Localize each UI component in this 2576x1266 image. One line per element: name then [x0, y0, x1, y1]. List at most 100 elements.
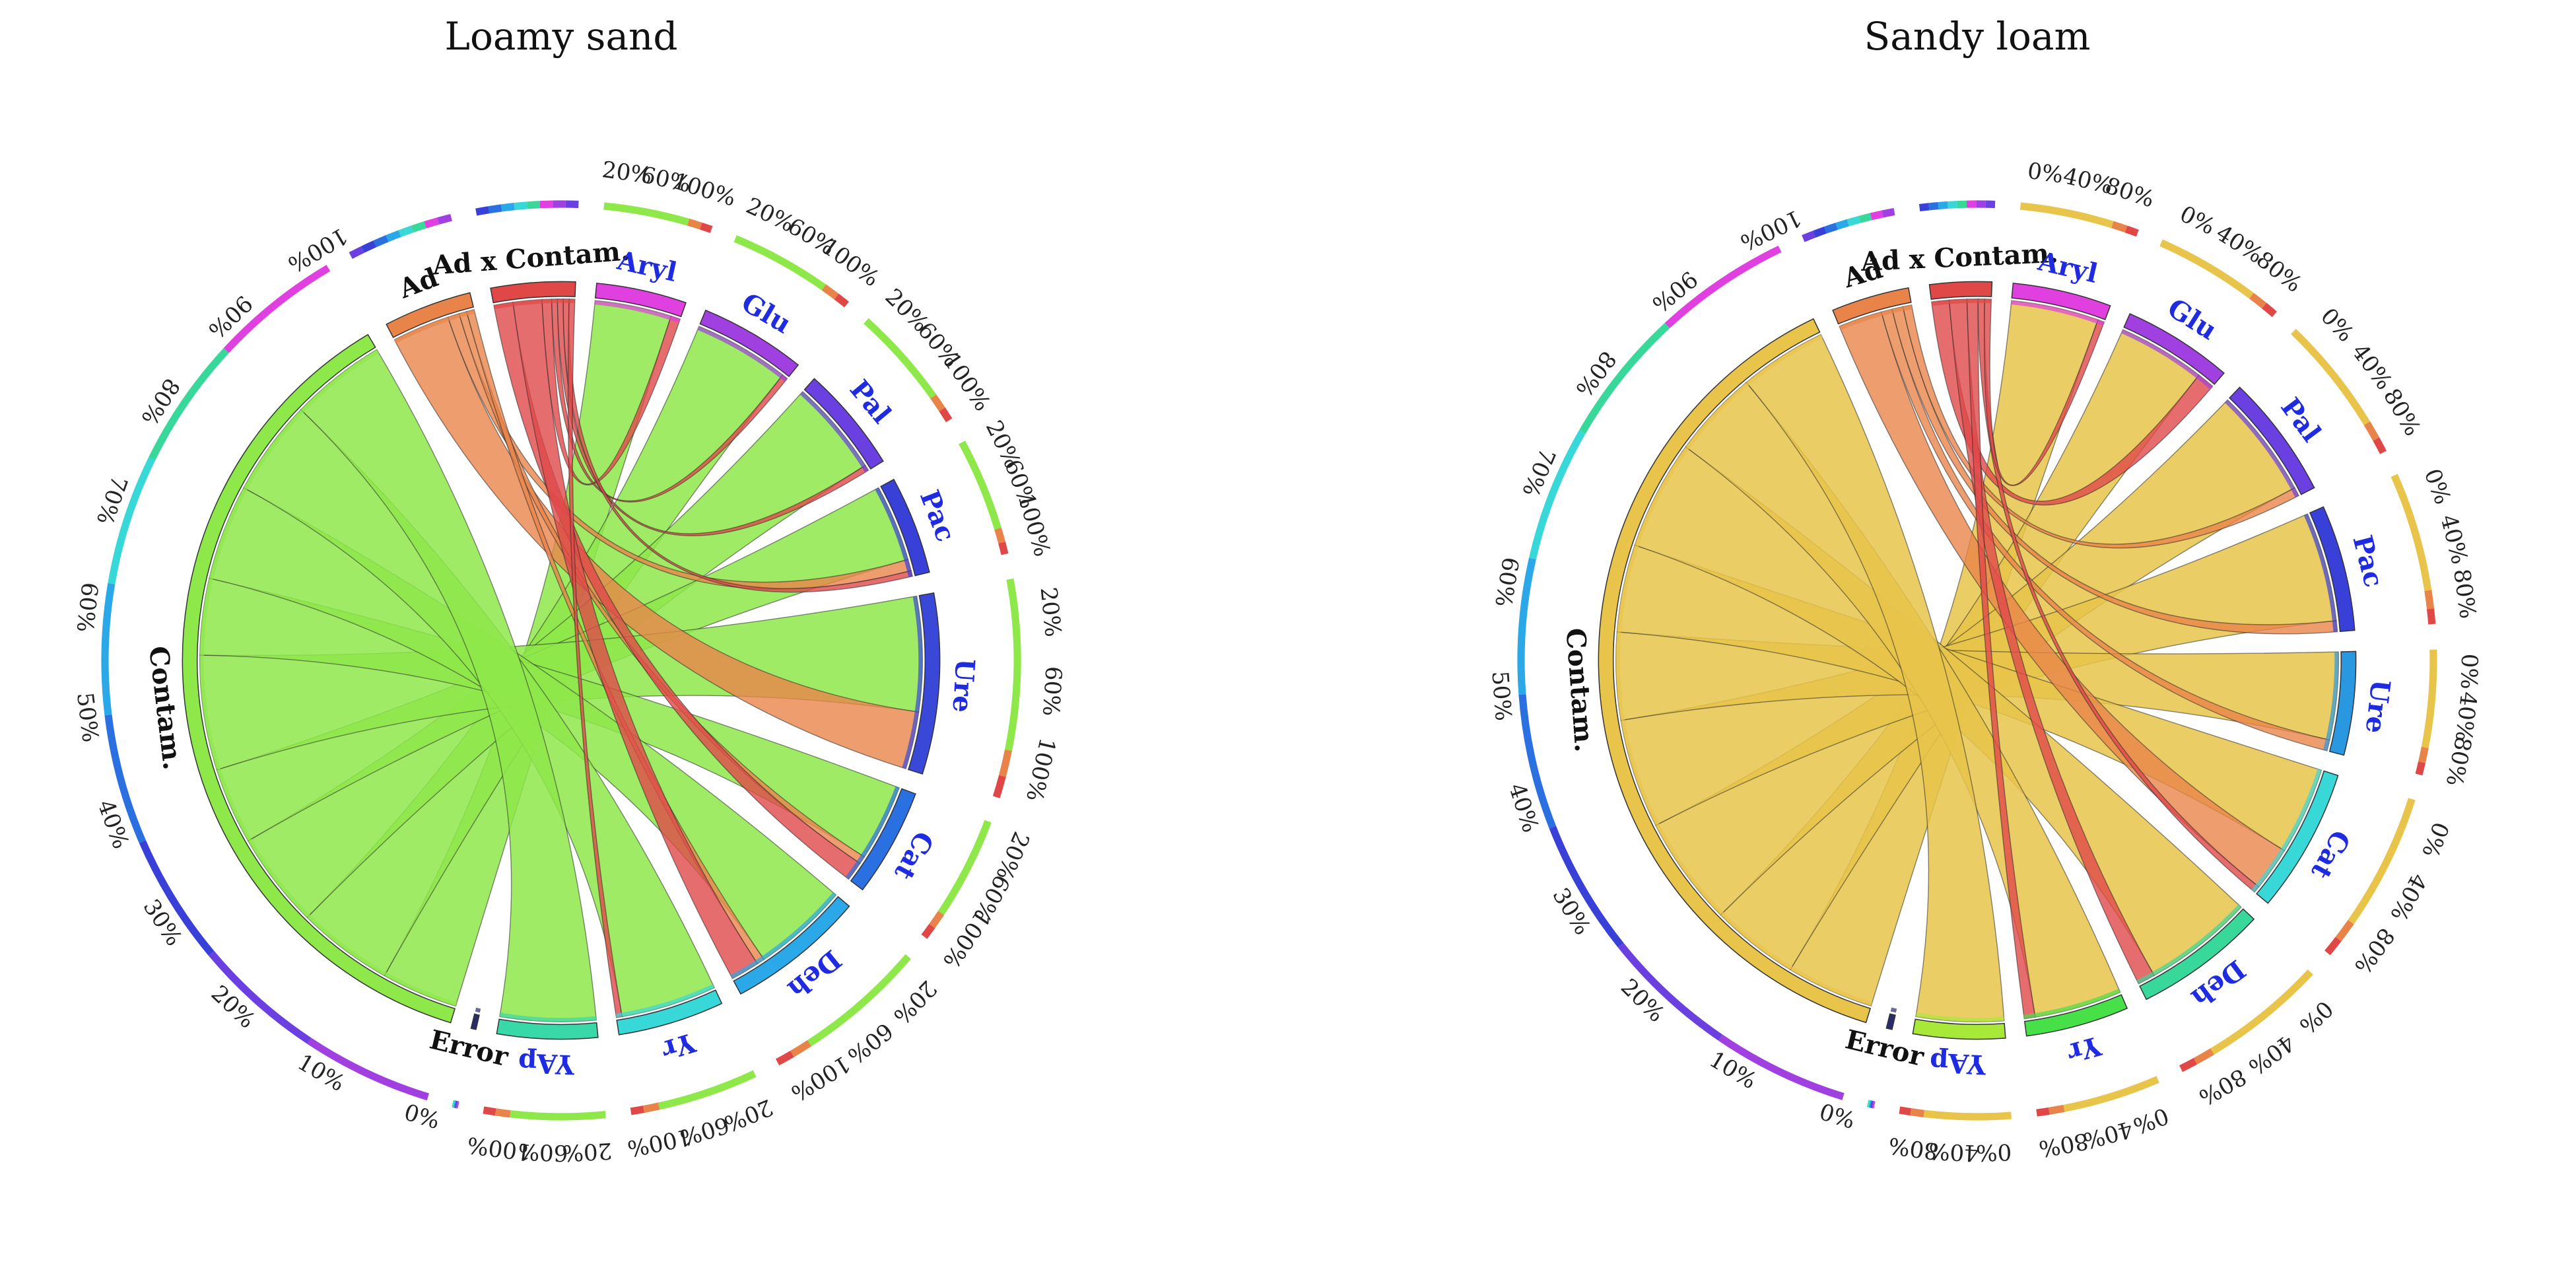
track-segment: [1718, 1034, 1845, 1100]
target-tick-label-pac: 80%: [2448, 567, 2481, 620]
sector-arc-cat: [850, 788, 916, 891]
source-tick-label: 100%: [1736, 204, 1806, 256]
sector-rail-glu: [697, 326, 788, 382]
sector-arc-yap: [1912, 1018, 2006, 1040]
sector-label-yap: YAp: [518, 1047, 576, 1080]
track-segment-adxc: [2262, 302, 2277, 318]
track-segment-ad: [821, 284, 839, 300]
target-tick-label-yap: 80%: [1887, 1132, 1940, 1164]
sector-track-aryl: [603, 202, 713, 233]
sector-rail-glu: [2121, 330, 2213, 390]
sector-rail-ad: [394, 309, 475, 343]
sector-rail-yr: [615, 984, 715, 1018]
sector-label-contam: Contam.: [1560, 627, 1600, 753]
track-segment-contam: [1005, 578, 1021, 752]
sector-rail-cat: [845, 786, 900, 880]
track-segment: [527, 201, 541, 209]
track-segment-adxc: [2415, 761, 2425, 776]
target-tick-label-yap: 60%: [518, 1138, 568, 1166]
sector-arc-yap: [496, 1018, 599, 1040]
track-segment-adxc: [2036, 1107, 2050, 1117]
track-segment: [457, 1101, 459, 1109]
ribbon-ad-x-contam-to-cat: [1977, 298, 2260, 893]
source-tick-label: 100%: [283, 222, 352, 277]
sector-arc-ure: [908, 592, 941, 775]
track-segment: [475, 206, 490, 216]
source-tick-label: 30%: [138, 895, 187, 951]
track-segment: [456, 1101, 459, 1109]
track-segment-contam: [2348, 798, 2416, 925]
track-segment: [223, 264, 331, 353]
sector-arc-error: [1885, 1013, 1896, 1030]
track-segment-contam: [2421, 649, 2437, 748]
track-segment-adxc: [2427, 608, 2436, 625]
sector-arc-glu: [2123, 313, 2225, 385]
target-tick-label-deh: 100%: [786, 1050, 855, 1106]
track-segment: [1869, 1100, 1872, 1108]
track-segment-contam: [658, 1070, 757, 1110]
target-tick-label-ure: 80%: [2441, 734, 2477, 789]
track-segment: [101, 582, 116, 716]
track-segment-contam: [603, 202, 690, 226]
sector-arc-ad-x-contam: [490, 281, 576, 304]
track-segment: [553, 200, 566, 208]
sector-rail-deh: [730, 892, 836, 979]
sector-track-ad: [349, 213, 452, 259]
sector-track-ure: [2415, 649, 2437, 776]
sector-arc-deh: [733, 896, 850, 995]
sector-arc-contam: [182, 334, 456, 1024]
track-segment: [1813, 227, 1827, 238]
sector-rail-ad-x-contam: [1931, 299, 1992, 306]
track-segment-adxc: [775, 1051, 794, 1066]
track-segment: [424, 217, 440, 229]
sector-rail-pal: [2225, 400, 2299, 498]
sector-rail-yap: [1915, 1012, 2004, 1022]
track-segment: [149, 347, 229, 461]
target-tick-label-deh: 20%: [888, 975, 941, 1029]
track-segment: [1976, 200, 1986, 208]
track-segment: [1528, 430, 1586, 560]
sector-arc-ad-x-contam: [1928, 281, 1993, 300]
sector-rail-aryl: [594, 300, 681, 323]
track-segment: [349, 246, 364, 259]
sector-track-deh: [775, 954, 911, 1066]
target-tick-label-yap: 100%: [465, 1131, 532, 1166]
track-segment-adxc: [992, 775, 1006, 798]
track-segment-ad: [929, 911, 945, 929]
track-segment-contam: [807, 954, 911, 1047]
sector-track-deh: [2179, 969, 2313, 1073]
target-tick-label-deh: 0%: [2294, 995, 2338, 1039]
track-segment-ad: [2418, 746, 2429, 763]
track-segment: [360, 240, 377, 253]
sector-label-yr: Yr: [658, 1026, 700, 1066]
sector-arc-aryl: [594, 283, 687, 318]
target-tick-label-glu: 0%: [2175, 201, 2219, 240]
sector-track-yap: [483, 1106, 606, 1121]
ribbons: [199, 299, 923, 1022]
track-segment-ad: [930, 394, 945, 411]
source-tick-label: 80%: [135, 373, 185, 429]
ribbon-contam-to-yap: [300, 349, 597, 1022]
sector-rail-pal: [799, 391, 869, 473]
panel-title-loamy-sand: Loamy sand: [444, 14, 677, 59]
track-segment: [454, 1100, 457, 1108]
track-segment: [1870, 210, 1883, 221]
target-tick-label-ure: 60%: [1037, 666, 1067, 717]
track-segment-adxc: [700, 222, 713, 233]
sector-label-ure: Ure: [2359, 678, 2396, 735]
sector-track-yap: [1899, 1106, 2012, 1121]
sector-arc-pac: [2309, 506, 2356, 633]
track-segment-ad: [2363, 421, 2380, 441]
target-tick-label-ure: 20%: [1035, 586, 1066, 638]
target-tick-label-yap: 0%: [1975, 1139, 2012, 1166]
source-tick-label: 60%: [1489, 555, 1524, 609]
sector-arc-ad: [1832, 287, 1912, 325]
sector-track-ad: [1802, 208, 1895, 242]
sector-arc-ad: [386, 292, 475, 338]
track-segment: [453, 1100, 456, 1108]
sector-track-contam: [101, 264, 429, 1101]
sector-label-aryl: Aryl: [2035, 246, 2101, 289]
target-tick-label-cat: 0%: [2416, 818, 2454, 861]
sector-rail-ure: [902, 596, 923, 769]
